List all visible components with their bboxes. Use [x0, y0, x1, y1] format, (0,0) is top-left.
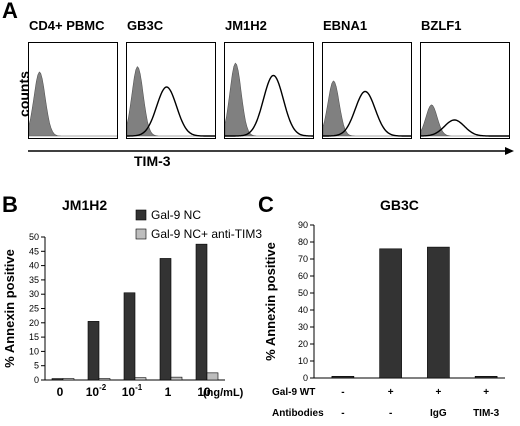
condition-value: -: [341, 408, 344, 419]
tim3-stain-histogram: [421, 119, 509, 137]
bar-gal9-nc: [123, 292, 136, 381]
tim3-axis-arrow: [28, 147, 514, 155]
y-tick-label: 15: [29, 332, 39, 342]
bar-annexin: [474, 375, 498, 379]
flow-histogram-plot: [225, 62, 313, 137]
y-axis-label: % Annexin positive: [2, 249, 17, 368]
panel-a-label: A: [2, 0, 18, 23]
bar-annexin: [331, 375, 355, 379]
x-tick-label: 0: [57, 385, 64, 399]
tim3-stain-histogram: [323, 90, 411, 137]
bar-gal9-nc: [195, 243, 208, 381]
flow-title: BZLF1: [421, 18, 462, 33]
flow-histogram-box: [420, 42, 510, 139]
condition-value: -: [389, 408, 392, 419]
bar-gal9-nc: [87, 321, 100, 381]
flow-histograms: CD4+ PBMC GB3C JM1H2 EBNA1 BZLF1: [0, 0, 520, 170]
y-tick-label: 25: [29, 304, 39, 314]
flow-histogram-plot: [323, 80, 411, 137]
tim3-stain-histogram: [127, 86, 215, 137]
flow-histogram-plot: [29, 71, 117, 137]
y-tick-label: 0: [34, 375, 39, 385]
flow-histogram-box: [28, 42, 118, 139]
y-tick-label: 90: [298, 220, 308, 230]
x-tick-label: 1: [165, 385, 172, 399]
legend-label: Gal-9 NC: [151, 208, 201, 222]
condition-value: +: [435, 387, 441, 398]
y-tick-label: 70: [298, 254, 308, 264]
condition-value: +: [483, 387, 489, 398]
condition-value: +: [388, 387, 394, 398]
bar-annexin: [427, 246, 450, 379]
y-tick-label: 10: [29, 346, 39, 356]
chart-c-title: GB3C: [380, 197, 419, 213]
bar-gal9-nc: [159, 258, 172, 381]
tim3-stain-histogram: [225, 74, 313, 137]
legend-swatch: [135, 209, 147, 221]
flow-title: JM1H2: [225, 18, 267, 33]
x-tick-label: 10: [197, 385, 211, 399]
flow-histogram-plot: [127, 66, 215, 137]
y-tick-label: 20: [29, 318, 39, 328]
y-axis-label: % Annexin positive: [263, 242, 278, 361]
y-tick-label: 10: [298, 356, 308, 366]
bar-gal9-nc-anti-tim3: [170, 376, 183, 381]
flow-title: EBNA1: [323, 18, 368, 33]
tim3-axis-label: TIM-3: [134, 153, 171, 169]
condition-value: TIM-3: [473, 408, 500, 419]
y-tick-label: 40: [298, 305, 308, 315]
bar-gal9-nc-anti-tim3: [206, 372, 219, 381]
y-tick-label: 80: [298, 237, 308, 247]
isotype-control-histogram: [29, 71, 117, 137]
bar-gal9-nc-anti-tim3: [98, 378, 111, 381]
y-tick-label: 50: [298, 288, 308, 298]
bar-gal9-nc-anti-tim3: [62, 378, 75, 381]
legend-label: Gal-9 NC+ anti-TIM3: [151, 227, 262, 241]
bar-annexin: [379, 248, 402, 379]
condition-value: -: [341, 387, 344, 398]
y-tick-label: 30: [29, 289, 39, 299]
y-tick-label: 60: [298, 271, 308, 281]
panel-b-label: B: [2, 192, 18, 217]
panel-c-label: C: [258, 192, 274, 217]
y-tick-label: 0: [303, 373, 308, 383]
flow-title: GB3C: [127, 18, 164, 33]
bar-gal9-nc-anti-tim3: [134, 377, 147, 381]
flow-histogram-box: [322, 42, 412, 139]
condition-value: IgG: [430, 408, 447, 419]
flow-histogram-plot: [421, 104, 509, 137]
legend-swatch: [135, 228, 147, 240]
y-tick-label: 50: [29, 232, 39, 242]
y-tick-label: 20: [298, 339, 308, 349]
condition-row-label: Antibodies: [272, 408, 324, 419]
flow-histogram-box: [224, 42, 314, 139]
condition-row-label: Gal-9 WT: [272, 387, 315, 398]
flow-histogram-box: [126, 42, 216, 139]
x-unit-label: (ng/mL): [203, 387, 244, 399]
chart-b-title: JM1H2: [62, 197, 108, 213]
y-tick-label: 30: [298, 322, 308, 332]
y-tick-label: 35: [29, 275, 39, 285]
y-tick-label: 40: [29, 261, 39, 271]
y-tick-label: 45: [29, 246, 39, 256]
flow-title: CD4+ PBMC: [29, 18, 105, 33]
y-tick-label: 5: [34, 361, 39, 371]
isotype-control-histogram: [225, 62, 313, 137]
